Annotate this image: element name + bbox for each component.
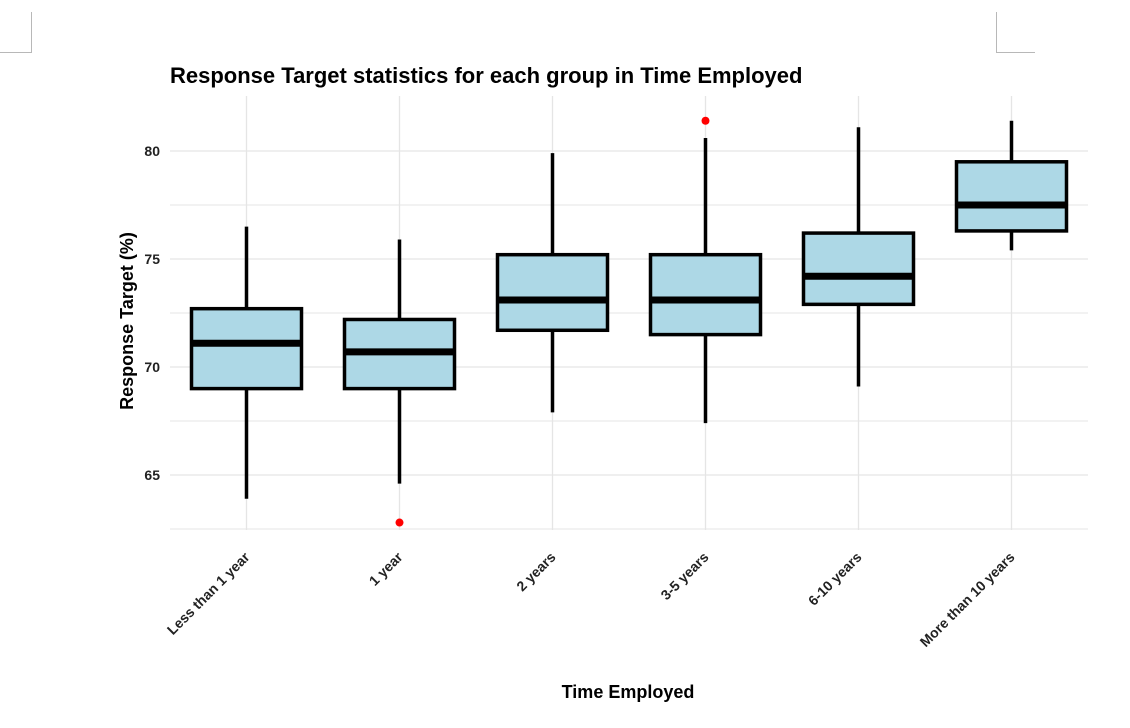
- x-tick-label: 2 years: [513, 549, 559, 595]
- page-corner-mark-right: [996, 12, 1035, 53]
- box-group: [954, 120, 1069, 251]
- box-group: [342, 239, 457, 527]
- box-iqr: [954, 160, 1069, 233]
- x-tick-label: 6-10 years: [805, 549, 865, 609]
- grid: [170, 96, 1088, 530]
- box-iqr: [648, 252, 763, 337]
- y-tick-label: 70: [144, 359, 160, 375]
- outlier-point: [395, 518, 404, 527]
- y-tick-label: 65: [144, 467, 160, 483]
- box-iqr: [801, 231, 916, 307]
- box-iqr: [495, 252, 610, 333]
- x-tick-label: 3-5 years: [657, 549, 711, 603]
- x-axis-ticks: Less than 1 year 1 year 2 years 3-5 years 6-…: [164, 548, 1018, 649]
- box-group: [648, 116, 763, 424]
- boxes: [189, 116, 1069, 527]
- box-group: [189, 226, 304, 499]
- y-tick-label: 80: [144, 143, 160, 159]
- x-tick-label: 1 year: [366, 548, 406, 588]
- y-tick-label: 75: [144, 251, 160, 267]
- y-axis-title: Response Target (%): [117, 232, 137, 410]
- x-tick-label: More than 10 years: [917, 549, 1018, 650]
- box-group: [801, 127, 916, 387]
- x-tick-label: Less than 1 year: [164, 548, 253, 637]
- box-group: [495, 153, 610, 413]
- box-iqr: [189, 306, 304, 391]
- x-axis-title: Time Employed: [562, 682, 695, 702]
- chart-title: Response Target statistics for each grou…: [170, 63, 802, 88]
- y-axis-ticks: 65 70 75 80: [144, 143, 160, 483]
- page-corner-mark-left: [0, 12, 32, 53]
- outlier-point: [701, 116, 710, 125]
